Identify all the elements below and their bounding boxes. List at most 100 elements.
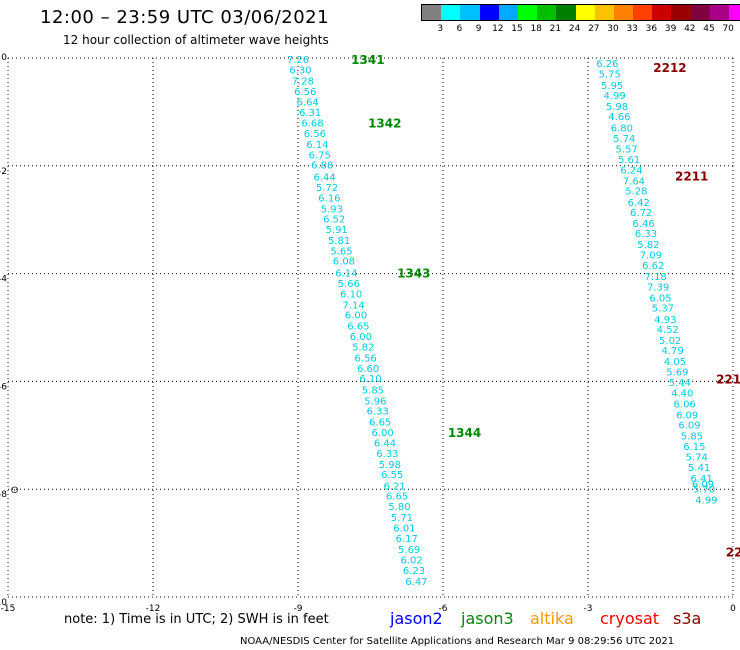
- swh-value-left-track: 6.08: [333, 257, 355, 268]
- swh-value-left-track: 6.10: [340, 290, 362, 301]
- legend-swatches: [421, 4, 740, 21]
- page-subtitle: 12 hour collection of altimeter wave hei…: [63, 33, 329, 47]
- swh-value-left-track: 6.47: [405, 577, 427, 588]
- legend-swatch: [460, 5, 480, 20]
- legend-swatch: [479, 5, 499, 20]
- x-tick-label: -6: [439, 604, 448, 614]
- satellite-jason3: jason3: [461, 609, 514, 628]
- x-tick-label: -12: [146, 604, 161, 614]
- swh-value-left-track: 6.68: [301, 119, 323, 130]
- swh-value-right-track: 6.15: [683, 442, 705, 453]
- y-tick-label: -10: [0, 598, 7, 608]
- y-tick-label: -8: [0, 490, 7, 500]
- legend-label: 42: [684, 24, 696, 34]
- swh-value-left-track: 6.14: [335, 269, 357, 280]
- pass-number-label: 2210: [716, 373, 740, 387]
- swh-value-right-track: 6.09: [678, 421, 700, 432]
- swh-value-left-track: 6.52: [323, 215, 345, 226]
- swh-value-right-track: 5.85: [681, 431, 703, 442]
- swh-value-left-track: 5.71: [391, 513, 413, 524]
- swh-value-left-track: 6.31: [299, 108, 321, 119]
- legend-label: 36: [645, 24, 658, 34]
- swh-value-left-track: 7.26: [287, 55, 309, 66]
- swh-value-right-track: 5.82: [637, 240, 659, 251]
- satellite-cryosat: cryosat: [600, 609, 660, 628]
- swh-value-right-track: 6.62: [642, 261, 664, 272]
- swh-value-right-track: 6.09: [692, 479, 714, 490]
- swh-value-left-track: 5.93: [321, 204, 343, 215]
- swh-value-right-track: 6.05: [649, 293, 671, 304]
- swh-value-right-track: 5.98: [606, 102, 628, 113]
- swh-value-right-track: 5.02: [659, 336, 681, 347]
- swh-value-left-track: 5.82: [352, 342, 374, 353]
- swh-value-right-track: 5.57: [616, 145, 638, 156]
- swh-value-left-track: 6.56: [355, 354, 377, 365]
- swh-value-left-track: 6.75: [309, 150, 331, 161]
- legend-label: 45: [703, 24, 715, 34]
- swh-value-right-track: 6.09: [676, 410, 698, 421]
- swh-value-left-track: 6.00: [371, 428, 393, 439]
- x-tick-label: -15: [1, 604, 16, 614]
- legend-label: 27: [588, 24, 600, 34]
- swh-value-right-track: 5.28: [625, 187, 647, 198]
- swh-value-right-track: 4.99: [695, 495, 717, 506]
- swh-value-left-track: 6.14: [306, 140, 328, 151]
- swh-value-left-track: 6.56: [294, 87, 316, 98]
- swh-value-right-track: 7.39: [647, 283, 669, 294]
- swh-value-left-track: 6.33: [367, 407, 389, 418]
- swh-value-right-track: 4.05: [664, 357, 686, 368]
- swh-value-left-track: 5.96: [364, 396, 386, 407]
- swh-value-left-track: 6.16: [318, 194, 340, 205]
- swh-value-left-track: 5.80: [388, 502, 410, 513]
- swh-value-right-track: 6.26: [596, 59, 618, 70]
- swh-value-right-track: 4.99: [603, 91, 625, 102]
- swh-value-right-track: 4.93: [654, 315, 676, 326]
- swh-value-right-track: 4.52: [657, 325, 679, 336]
- pass-number-label: 2212: [653, 61, 686, 75]
- swh-value-right-track: 4.66: [608, 112, 630, 123]
- y-tick-label: -4: [0, 275, 7, 285]
- legend-label: 24: [568, 24, 581, 34]
- legend-swatch: [498, 5, 518, 20]
- swh-value-left-track: 5.65: [330, 246, 352, 257]
- swh-value-right-track: 6.42: [628, 198, 650, 209]
- swh-value-right-track: 7.64: [623, 176, 645, 187]
- swh-value-right-track: 5.44: [669, 378, 691, 389]
- swh-value-left-track: 5.98: [379, 460, 401, 471]
- swh-value-left-track: 6.60: [357, 364, 379, 375]
- legend-label: 70: [722, 24, 734, 34]
- swh-value-left-track: 6.33: [376, 449, 398, 460]
- pass-number-label: 2211: [675, 170, 708, 184]
- satellite-jason2: jason2: [390, 609, 443, 628]
- y-tick-label: -6: [0, 382, 7, 392]
- legend-swatch: [517, 5, 538, 20]
- pass-number-label: 22: [726, 546, 740, 560]
- swh-value-left-track: 6.30: [289, 65, 311, 76]
- legend-swatch: [671, 5, 691, 20]
- legend-swatch: [441, 5, 461, 20]
- swh-value-right-track: 5.69: [666, 368, 688, 379]
- y-tick-label: 0: [1, 53, 7, 63]
- swh-value-right-track: 6.80: [611, 124, 633, 135]
- swh-value-left-track: 6.01: [393, 523, 415, 534]
- swh-value-right-track: 7.09: [640, 251, 662, 262]
- swh-value-left-track: 5.91: [326, 225, 348, 236]
- legend-label: 39: [664, 24, 677, 34]
- swh-value-right-track: 6.06: [674, 399, 696, 410]
- swh-value-left-track: 6.65: [386, 492, 408, 503]
- swh-value-right-track: 5.75: [599, 70, 621, 81]
- legend-label: 6: [456, 24, 463, 34]
- pass-number-label: 1343: [397, 267, 430, 281]
- satellite-s3a: s3a: [673, 609, 702, 628]
- swh-value-left-track: 6.55: [381, 470, 403, 481]
- swh-value-right-track: 5.61: [618, 155, 640, 166]
- credit-line: NOAA/NESDIS Center for Satellite Applica…: [240, 636, 675, 647]
- swh-value-left-track: 5.72: [316, 183, 338, 194]
- swh-value-right-track: 6.33: [635, 229, 657, 240]
- swh-value-left-track: 6.65: [369, 417, 391, 428]
- swh-value-right-track: 5.37: [652, 304, 674, 315]
- swh-value-left-track: 7.28: [292, 77, 314, 88]
